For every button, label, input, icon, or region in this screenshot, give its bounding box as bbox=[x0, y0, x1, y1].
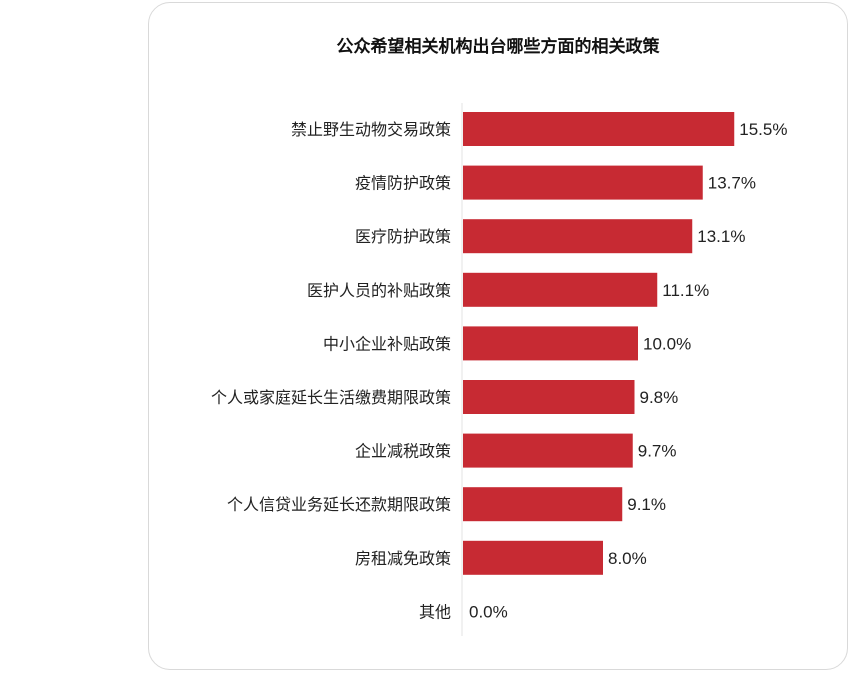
bar bbox=[463, 272, 658, 307]
bar bbox=[463, 540, 603, 575]
value-label: 9.1% bbox=[627, 495, 666, 514]
value-label: 13.1% bbox=[697, 227, 745, 246]
bar bbox=[463, 326, 638, 361]
bar bbox=[463, 380, 635, 414]
category-label: 房租减免政策 bbox=[355, 549, 451, 568]
value-label: 0.0% bbox=[469, 602, 508, 621]
bar bbox=[463, 219, 693, 254]
bar bbox=[463, 165, 703, 200]
category-label: 其他 bbox=[419, 602, 451, 621]
category-label: 中小企业补贴政策 bbox=[323, 334, 451, 353]
value-label: 8.0% bbox=[608, 549, 647, 568]
bar bbox=[463, 487, 623, 522]
value-label: 9.7% bbox=[638, 442, 677, 461]
category-label: 企业减税政策 bbox=[355, 442, 451, 461]
bar bbox=[463, 433, 633, 468]
category-label: 禁止野生动物交易政策 bbox=[291, 120, 451, 139]
category-label: 医护人员的补贴政策 bbox=[307, 281, 451, 300]
value-label: 10.0% bbox=[643, 334, 691, 353]
bars-group: 禁止野生动物交易政策 15.5% 疫情防护政策 13.7% 医疗防护政策 13.1% 医护人… bbox=[211, 112, 787, 621]
value-label: 9.8% bbox=[640, 388, 679, 407]
value-label: 15.5% bbox=[739, 120, 787, 139]
category-label: 个人信贷业务延长还款期限政策 bbox=[227, 495, 451, 514]
bar bbox=[463, 112, 735, 146]
chart-title: 公众希望相关机构出台哪些方面的相关政策 bbox=[337, 36, 661, 57]
category-label: 疫情防护政策 bbox=[355, 174, 451, 193]
value-label: 11.1% bbox=[662, 281, 709, 300]
value-label: 13.7% bbox=[708, 174, 756, 193]
category-label: 医疗防护政策 bbox=[355, 227, 451, 246]
category-label: 个人或家庭延长生活缴费期限政策 bbox=[211, 388, 451, 407]
